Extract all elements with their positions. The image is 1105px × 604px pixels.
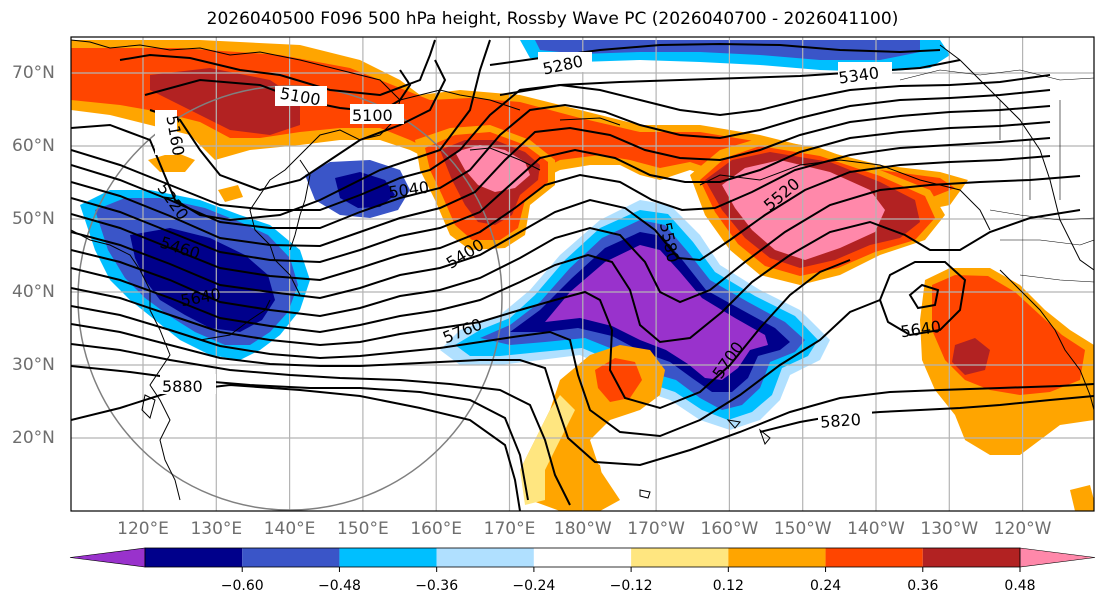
colorbar-tick-label: 0.12 xyxy=(713,578,744,594)
lat-label-50n: 50°N xyxy=(12,209,55,229)
colorbar-swatch xyxy=(339,548,437,567)
anomaly-region-nepac-orange-bottom xyxy=(1070,485,1094,511)
contour-label: 5820 xyxy=(820,410,862,432)
colorbar-border xyxy=(144,547,1021,568)
map-content: 5280 5340 5100 5100 5160 5220 5040 5520 … xyxy=(71,37,1094,511)
contour-label: 5100 xyxy=(352,106,393,125)
anomaly-region-east-pink xyxy=(722,160,885,260)
colorbar-tick-label: −0.48 xyxy=(318,578,361,594)
lat-label-40n: 40°N xyxy=(12,282,55,302)
lat-label-70n: 70°N xyxy=(12,63,55,83)
lon-label: 160°E xyxy=(410,519,462,539)
lon-label: 170°W xyxy=(627,519,685,539)
lon-label: 150°E xyxy=(337,519,389,539)
colorbar-swatch xyxy=(145,548,243,567)
latitude-labels: 70°N 60°N 50°N 40°N 30°N 20°N xyxy=(12,63,55,448)
colorbar-tick-label: 0.24 xyxy=(810,578,841,594)
colorbar-tick-label: 0.36 xyxy=(907,578,938,594)
colorbar-tick-label: −0.12 xyxy=(610,578,653,594)
colorbar-swatch xyxy=(728,548,826,567)
colorbar-tick-label: 0.48 xyxy=(1004,578,1035,594)
colorbar: −0.60 −0.48 −0.36 −0.24 −0.12 0.12 0.24 0.36 0.4… xyxy=(69,547,1096,594)
colorbar-tick-label: −0.60 xyxy=(221,578,264,594)
lon-label: 120°E xyxy=(117,519,169,539)
colorbar-swatch xyxy=(69,547,146,568)
colorbar-tick-label: −0.36 xyxy=(415,578,458,594)
anomaly-region-top-blue xyxy=(535,40,920,60)
anomaly-region-orange-patch-a xyxy=(148,152,195,172)
lon-label: 180°W xyxy=(554,519,612,539)
lon-label: 140°E xyxy=(264,519,316,539)
anomaly-region-south-redorange xyxy=(595,358,642,402)
lon-label: 170°E xyxy=(484,519,536,539)
anomaly-region-orange-patch-b xyxy=(218,185,243,202)
colorbar-swatch xyxy=(825,548,923,567)
lon-label: 160°W xyxy=(701,519,759,539)
colorbar-tick-label: −0.24 xyxy=(512,578,555,594)
colorbar-swatch xyxy=(631,548,729,567)
lon-label: 150°W xyxy=(774,519,832,539)
colorbar-swatch xyxy=(242,548,340,567)
lon-label: 140°W xyxy=(847,519,905,539)
colorbar-swatch xyxy=(922,548,1020,567)
lat-label-20n: 20°N xyxy=(12,428,55,448)
anomaly-region-north-darkred xyxy=(150,68,300,135)
map-title: 2026040500 F096 500 hPa height, Rossby W… xyxy=(206,9,899,29)
lat-label-30n: 30°N xyxy=(12,355,55,375)
lon-label: 130°E xyxy=(190,519,242,539)
longitude-labels: 120°E 130°E 140°E 150°E 160°E 170°E 180°W 170°W… xyxy=(117,519,1052,539)
political-borders xyxy=(899,69,1094,283)
colorbar-swatch xyxy=(533,548,632,567)
contour-label: 5880 xyxy=(162,377,203,396)
lat-label-60n: 60°N xyxy=(12,136,55,156)
colorbar-swatch xyxy=(1019,547,1096,568)
lon-label: 120°W xyxy=(994,519,1052,539)
height-contours xyxy=(71,39,1094,511)
map-frame-border xyxy=(70,36,1095,512)
anomaly-region-nepac-darkred xyxy=(952,338,990,375)
lon-label: 130°W xyxy=(920,519,978,539)
colorbar-swatch xyxy=(436,548,534,567)
